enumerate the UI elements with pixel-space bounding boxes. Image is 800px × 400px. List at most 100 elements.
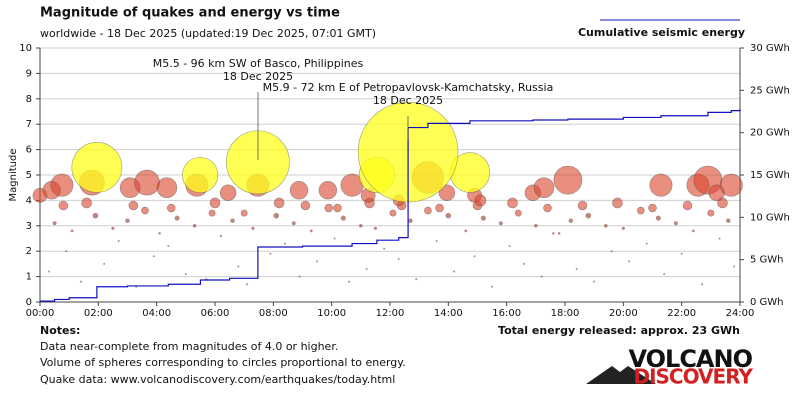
quake (568, 218, 574, 223)
quake (707, 209, 715, 217)
quake (553, 165, 583, 195)
quake (655, 215, 661, 221)
x-tick-label: 00:00 (26, 308, 55, 319)
quake (273, 212, 280, 219)
x-tick-label: 22:00 (667, 308, 696, 319)
quake (291, 221, 296, 226)
quake (365, 267, 368, 270)
quake (237, 265, 240, 268)
quake (208, 209, 216, 217)
quake (557, 232, 561, 235)
x-tick-label: 18:00 (551, 308, 580, 319)
quake (691, 229, 695, 233)
quake (453, 270, 456, 273)
y-tick-label: 8 (26, 94, 32, 105)
quake (523, 262, 526, 265)
quake (508, 245, 511, 248)
quake (543, 203, 552, 213)
quake (648, 203, 657, 213)
quake (577, 200, 588, 211)
quake (389, 209, 397, 217)
y2-tick-label: 10 GWh (750, 212, 790, 223)
x-tick-label: 24:00 (726, 308, 755, 319)
legend-label: Cumulative seismic energy (578, 26, 745, 39)
quake (71, 142, 123, 193)
y-tick-label: 9 (26, 68, 32, 79)
quake (585, 212, 592, 219)
y-tick-label: 2 (26, 246, 32, 257)
quake (673, 221, 678, 226)
quake (507, 197, 518, 209)
quake (680, 252, 683, 255)
y2-tick-label: 20 GWh (750, 128, 790, 139)
quake (533, 177, 555, 198)
quake (128, 200, 139, 211)
quake (79, 280, 82, 283)
quake (289, 181, 309, 200)
annotation: M5.9 - 72 km E of Petropavlovsk-Kamchats… (263, 81, 554, 94)
quake (184, 273, 187, 276)
quake (498, 221, 503, 226)
quake (359, 224, 363, 228)
quake (552, 232, 555, 235)
quake (621, 226, 625, 230)
y2-tick-label: 25 GWh (750, 85, 790, 96)
quake (726, 218, 731, 223)
quake (219, 234, 222, 238)
quake (383, 247, 386, 250)
quake (397, 257, 400, 260)
x-tick-label: 04:00 (142, 308, 171, 319)
quake (348, 280, 351, 283)
quake (340, 215, 346, 221)
quake (415, 278, 418, 281)
y-tick-label: 0 (26, 297, 32, 308)
quake (663, 273, 666, 276)
quake (473, 255, 476, 258)
notes-title: Notes: (40, 324, 80, 337)
quake (70, 229, 74, 233)
logo-top: VOLCANO (628, 345, 752, 373)
total-energy: Total energy released: approx. 23 GWh (498, 324, 740, 337)
quake (141, 206, 149, 215)
logo-mountain (586, 366, 656, 384)
quake (649, 173, 673, 197)
quake (47, 270, 50, 273)
y-tick-label: 4 (26, 195, 32, 206)
quake (435, 240, 438, 243)
quake (324, 203, 334, 213)
energy-line (40, 108, 741, 302)
x-tick-label: 06:00 (201, 308, 230, 319)
quake (464, 229, 468, 233)
x-tick-label: 02:00 (84, 308, 113, 319)
quake (333, 203, 342, 213)
quake (309, 229, 313, 233)
note: Volume of spheres corresponding to circl… (40, 356, 406, 369)
quake (219, 184, 237, 202)
quake (373, 226, 377, 230)
quake (158, 232, 161, 235)
quake (424, 206, 432, 215)
y-axis-label: Magnitude (8, 149, 19, 202)
quake (445, 212, 452, 219)
quake (182, 156, 219, 194)
quake (333, 237, 336, 240)
quake (300, 200, 311, 211)
quake (284, 242, 286, 245)
quake (408, 218, 413, 223)
x-tick-label: 14:00 (434, 308, 463, 319)
x-tick-label: 08:00 (259, 308, 288, 319)
quake (701, 283, 704, 286)
quake (92, 212, 99, 219)
x-tick-label: 10:00 (317, 308, 346, 319)
quake (733, 265, 736, 268)
quake (166, 203, 176, 213)
y2-tick-label: 30 GWh (750, 43, 790, 54)
y2-tick-label: 5 GWh (750, 255, 784, 266)
quake (174, 215, 180, 221)
quake (103, 262, 106, 265)
quake (152, 255, 155, 258)
quake (240, 209, 248, 217)
quake (636, 206, 645, 215)
quake (125, 218, 130, 223)
